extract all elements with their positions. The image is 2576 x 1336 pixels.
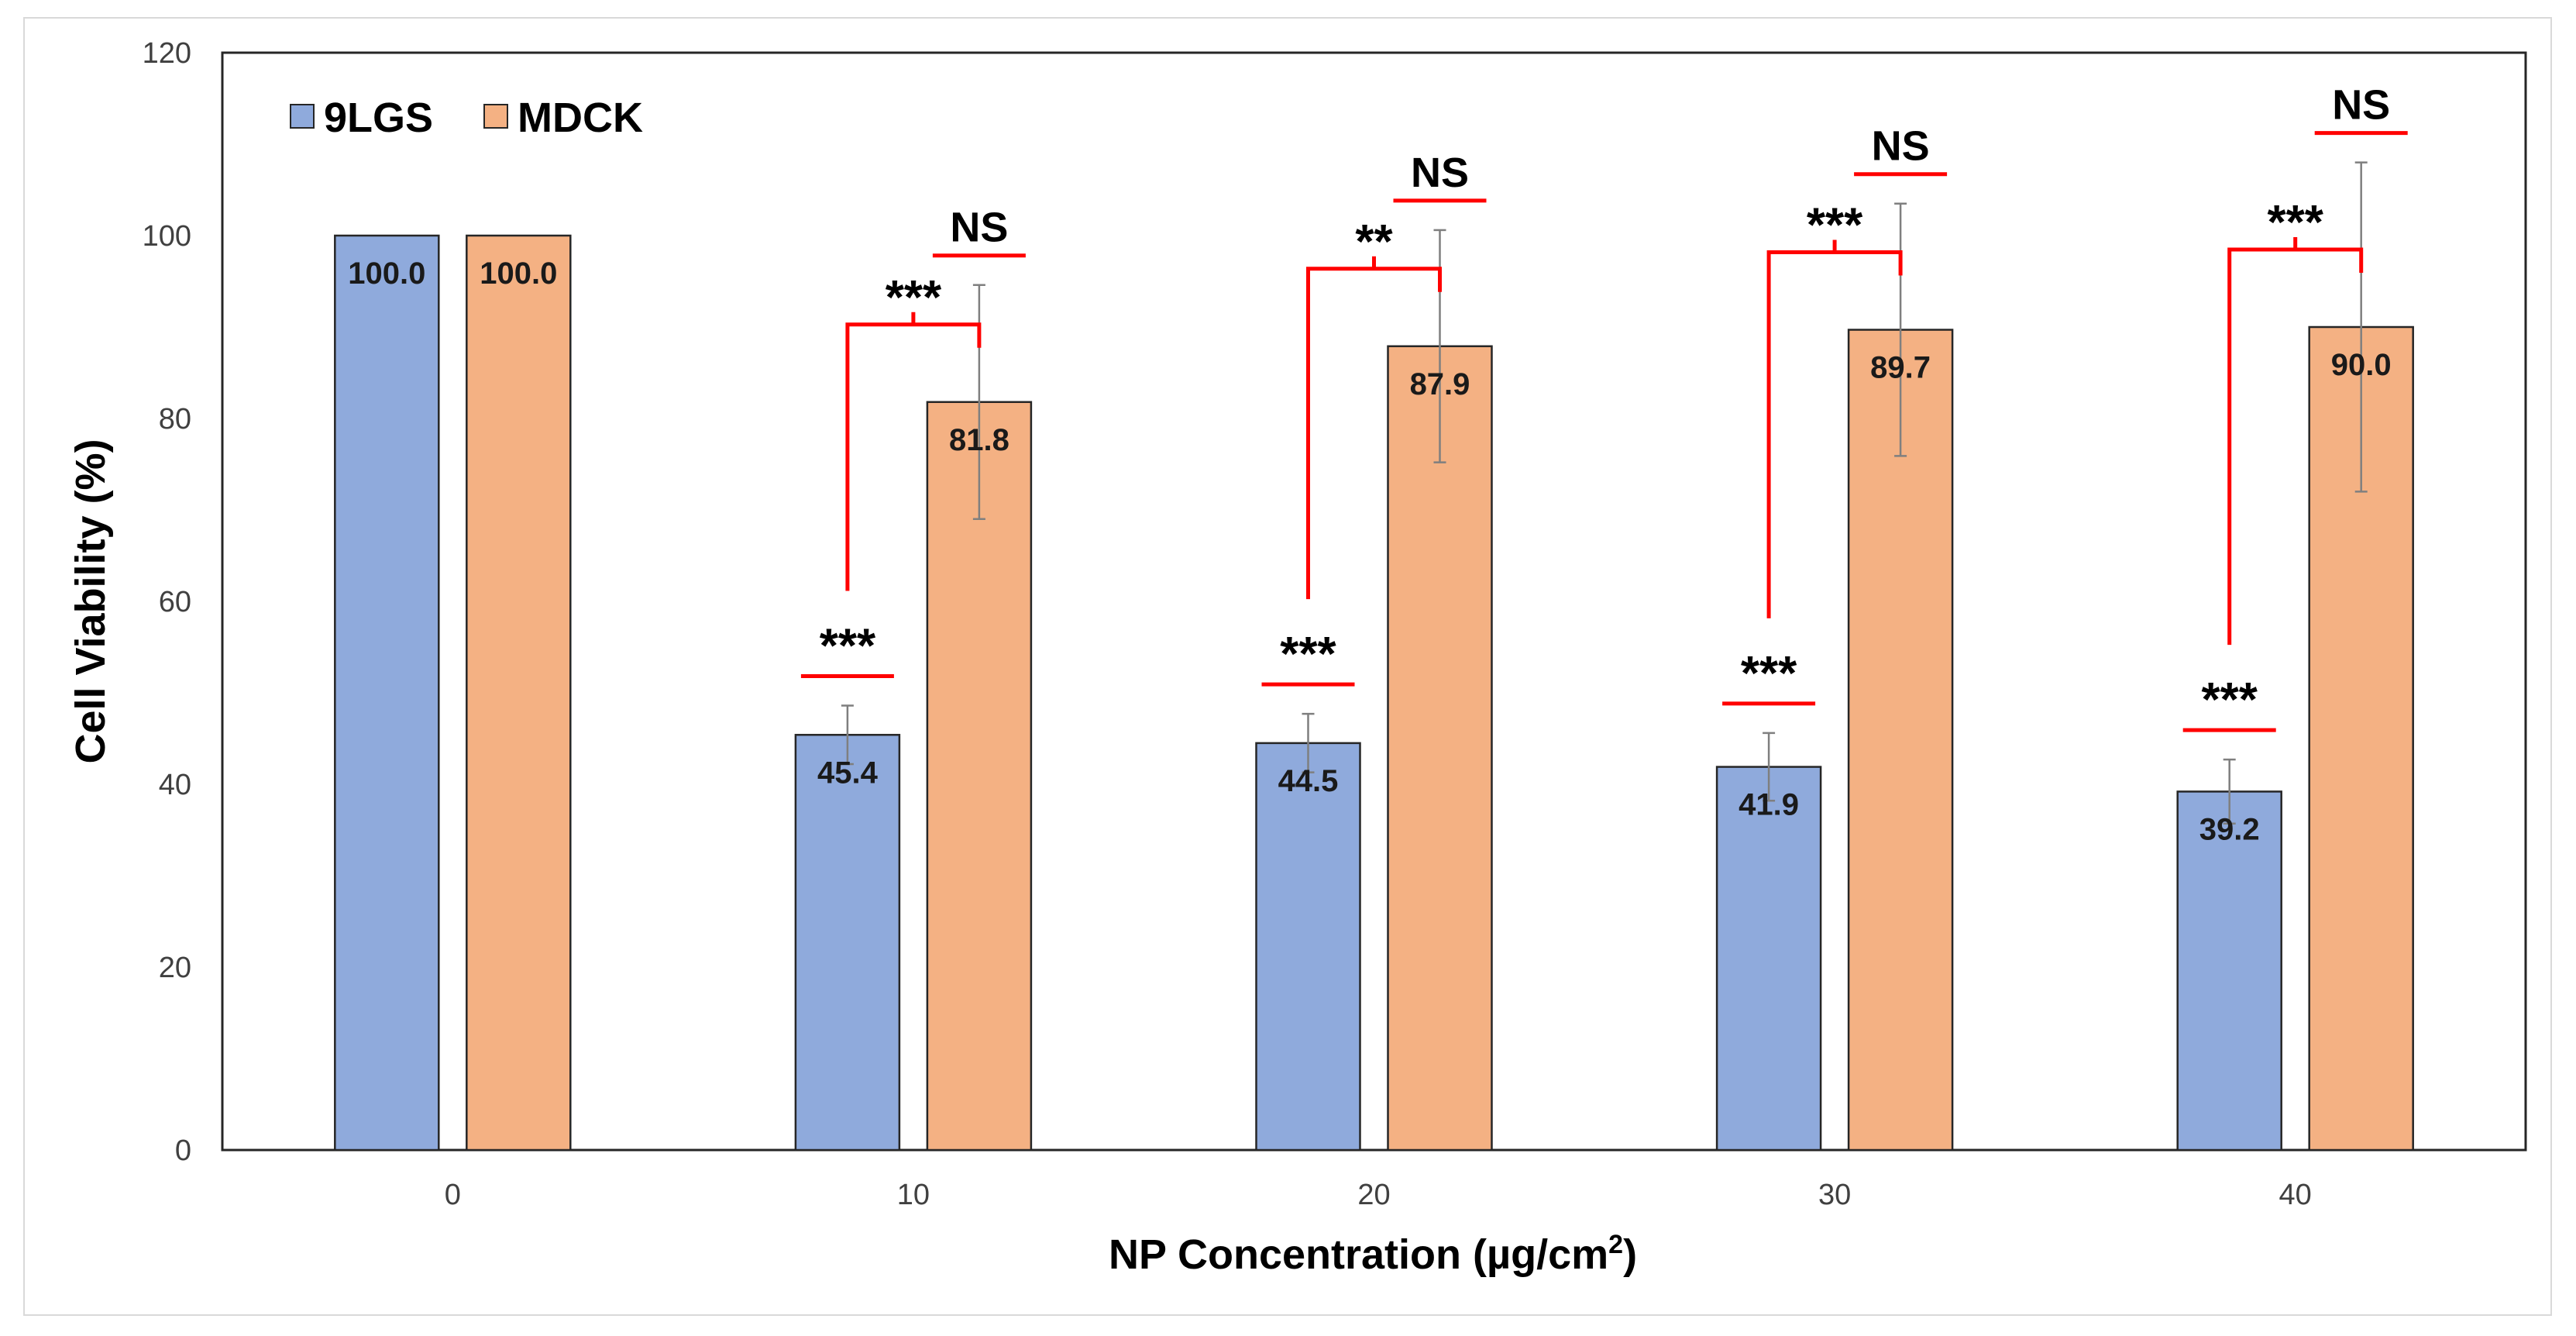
sig-text-9lgs-10: *** [820, 620, 876, 673]
y-tick-label-6: 120 [143, 37, 191, 70]
sig-text-between-30: *** [1807, 199, 1863, 253]
x-tick-label-3: 30 [1818, 1179, 1851, 1211]
data-label-9lgs-10: 45.4 [817, 756, 879, 790]
y-tick-label-0: 0 [175, 1135, 191, 1167]
sig-text-between-40: *** [2268, 196, 2324, 250]
legend-label-9lgs: 9LGS [324, 95, 433, 141]
bar-9lgs-40 [2176, 790, 2282, 1152]
sig-text-mdck-10: NS [950, 205, 1008, 251]
bar-mdck-20 [1387, 345, 1493, 1152]
x-axis-title-superscript: 2 [1608, 1230, 1623, 1259]
y-axis-title: Cell Viability (%) [67, 439, 114, 763]
y-tick-label-3: 60 [159, 586, 191, 618]
bar-mdck-0 [466, 234, 572, 1152]
bar-9lgs-30 [1715, 766, 1822, 1152]
x-tick-label-1: 10 [897, 1179, 930, 1211]
x-tick-label-4: 40 [2279, 1179, 2312, 1211]
data-label-mdck-10: 81.8 [949, 423, 1009, 457]
sig-text-9lgs-30: *** [1741, 647, 1797, 701]
significance-annotations: ***NS******NS*****NS******NS*** [800, 82, 2408, 732]
x-axis-ticks: 0 10 20 30 40 [445, 1179, 2312, 1211]
y-tick-label-4: 80 [159, 403, 191, 436]
legend-label-mdck: MDCK [518, 95, 643, 141]
data-label-9lgs-0: 100.0 [348, 257, 425, 291]
sig-text-mdck-40: NS [2332, 82, 2390, 129]
data-label-9lgs-30: 41.9 [1739, 788, 1799, 822]
x-axis-title-main: NP Concentration (µg/cm [1109, 1231, 1608, 1278]
bar-9lgs-10 [794, 734, 901, 1152]
data-label-9lgs-40: 39.2 [2199, 812, 2260, 846]
x-axis-title-tail: ) [1623, 1231, 1637, 1278]
sig-text-between-20: ** [1355, 215, 1393, 269]
sig-text-between-10: *** [886, 271, 942, 325]
data-label-mdck-0: 100.0 [480, 257, 557, 291]
x-tick-label-2: 20 [1357, 1179, 1390, 1211]
y-axis-ticks: 0 20 40 60 80 100 120 [143, 37, 191, 1167]
y-tick-label-5: 100 [143, 220, 191, 253]
y-tick-label-2: 40 [159, 769, 191, 801]
data-labels: 100.0 45.4 44.5 41.9 39.2 100.0 81.8 87.9 89.7 90… [348, 257, 2391, 846]
bar-mdck-30 [1847, 329, 1954, 1152]
data-label-mdck-30: 89.7 [1870, 351, 1931, 385]
legend-swatch-mdck [483, 104, 508, 129]
data-label-9lgs-20: 44.5 [1278, 764, 1339, 798]
sig-text-9lgs-20: *** [1280, 628, 1336, 681]
data-label-mdck-20: 87.9 [1410, 367, 1470, 401]
bar-9lgs-20 [1255, 742, 1361, 1152]
x-axis-title: NP Concentration (µg/cm2) [1109, 1230, 1637, 1278]
sig-text-9lgs-40: *** [2202, 673, 2258, 727]
data-label-mdck-40: 90.0 [2331, 348, 2392, 382]
bars [334, 234, 2414, 1152]
legend-swatch-9lgs [290, 104, 315, 129]
legend: 9LGS MDCK [290, 95, 643, 141]
bar-mdck-10 [926, 401, 1033, 1152]
plot-area [221, 51, 2527, 1152]
sig-text-mdck-20: NS [1411, 150, 1469, 196]
bar-9lgs-0 [334, 234, 440, 1152]
x-tick-label-0: 0 [445, 1179, 461, 1211]
sig-text-mdck-30: NS [1872, 123, 1930, 170]
y-tick-label-1: 20 [159, 952, 191, 984]
